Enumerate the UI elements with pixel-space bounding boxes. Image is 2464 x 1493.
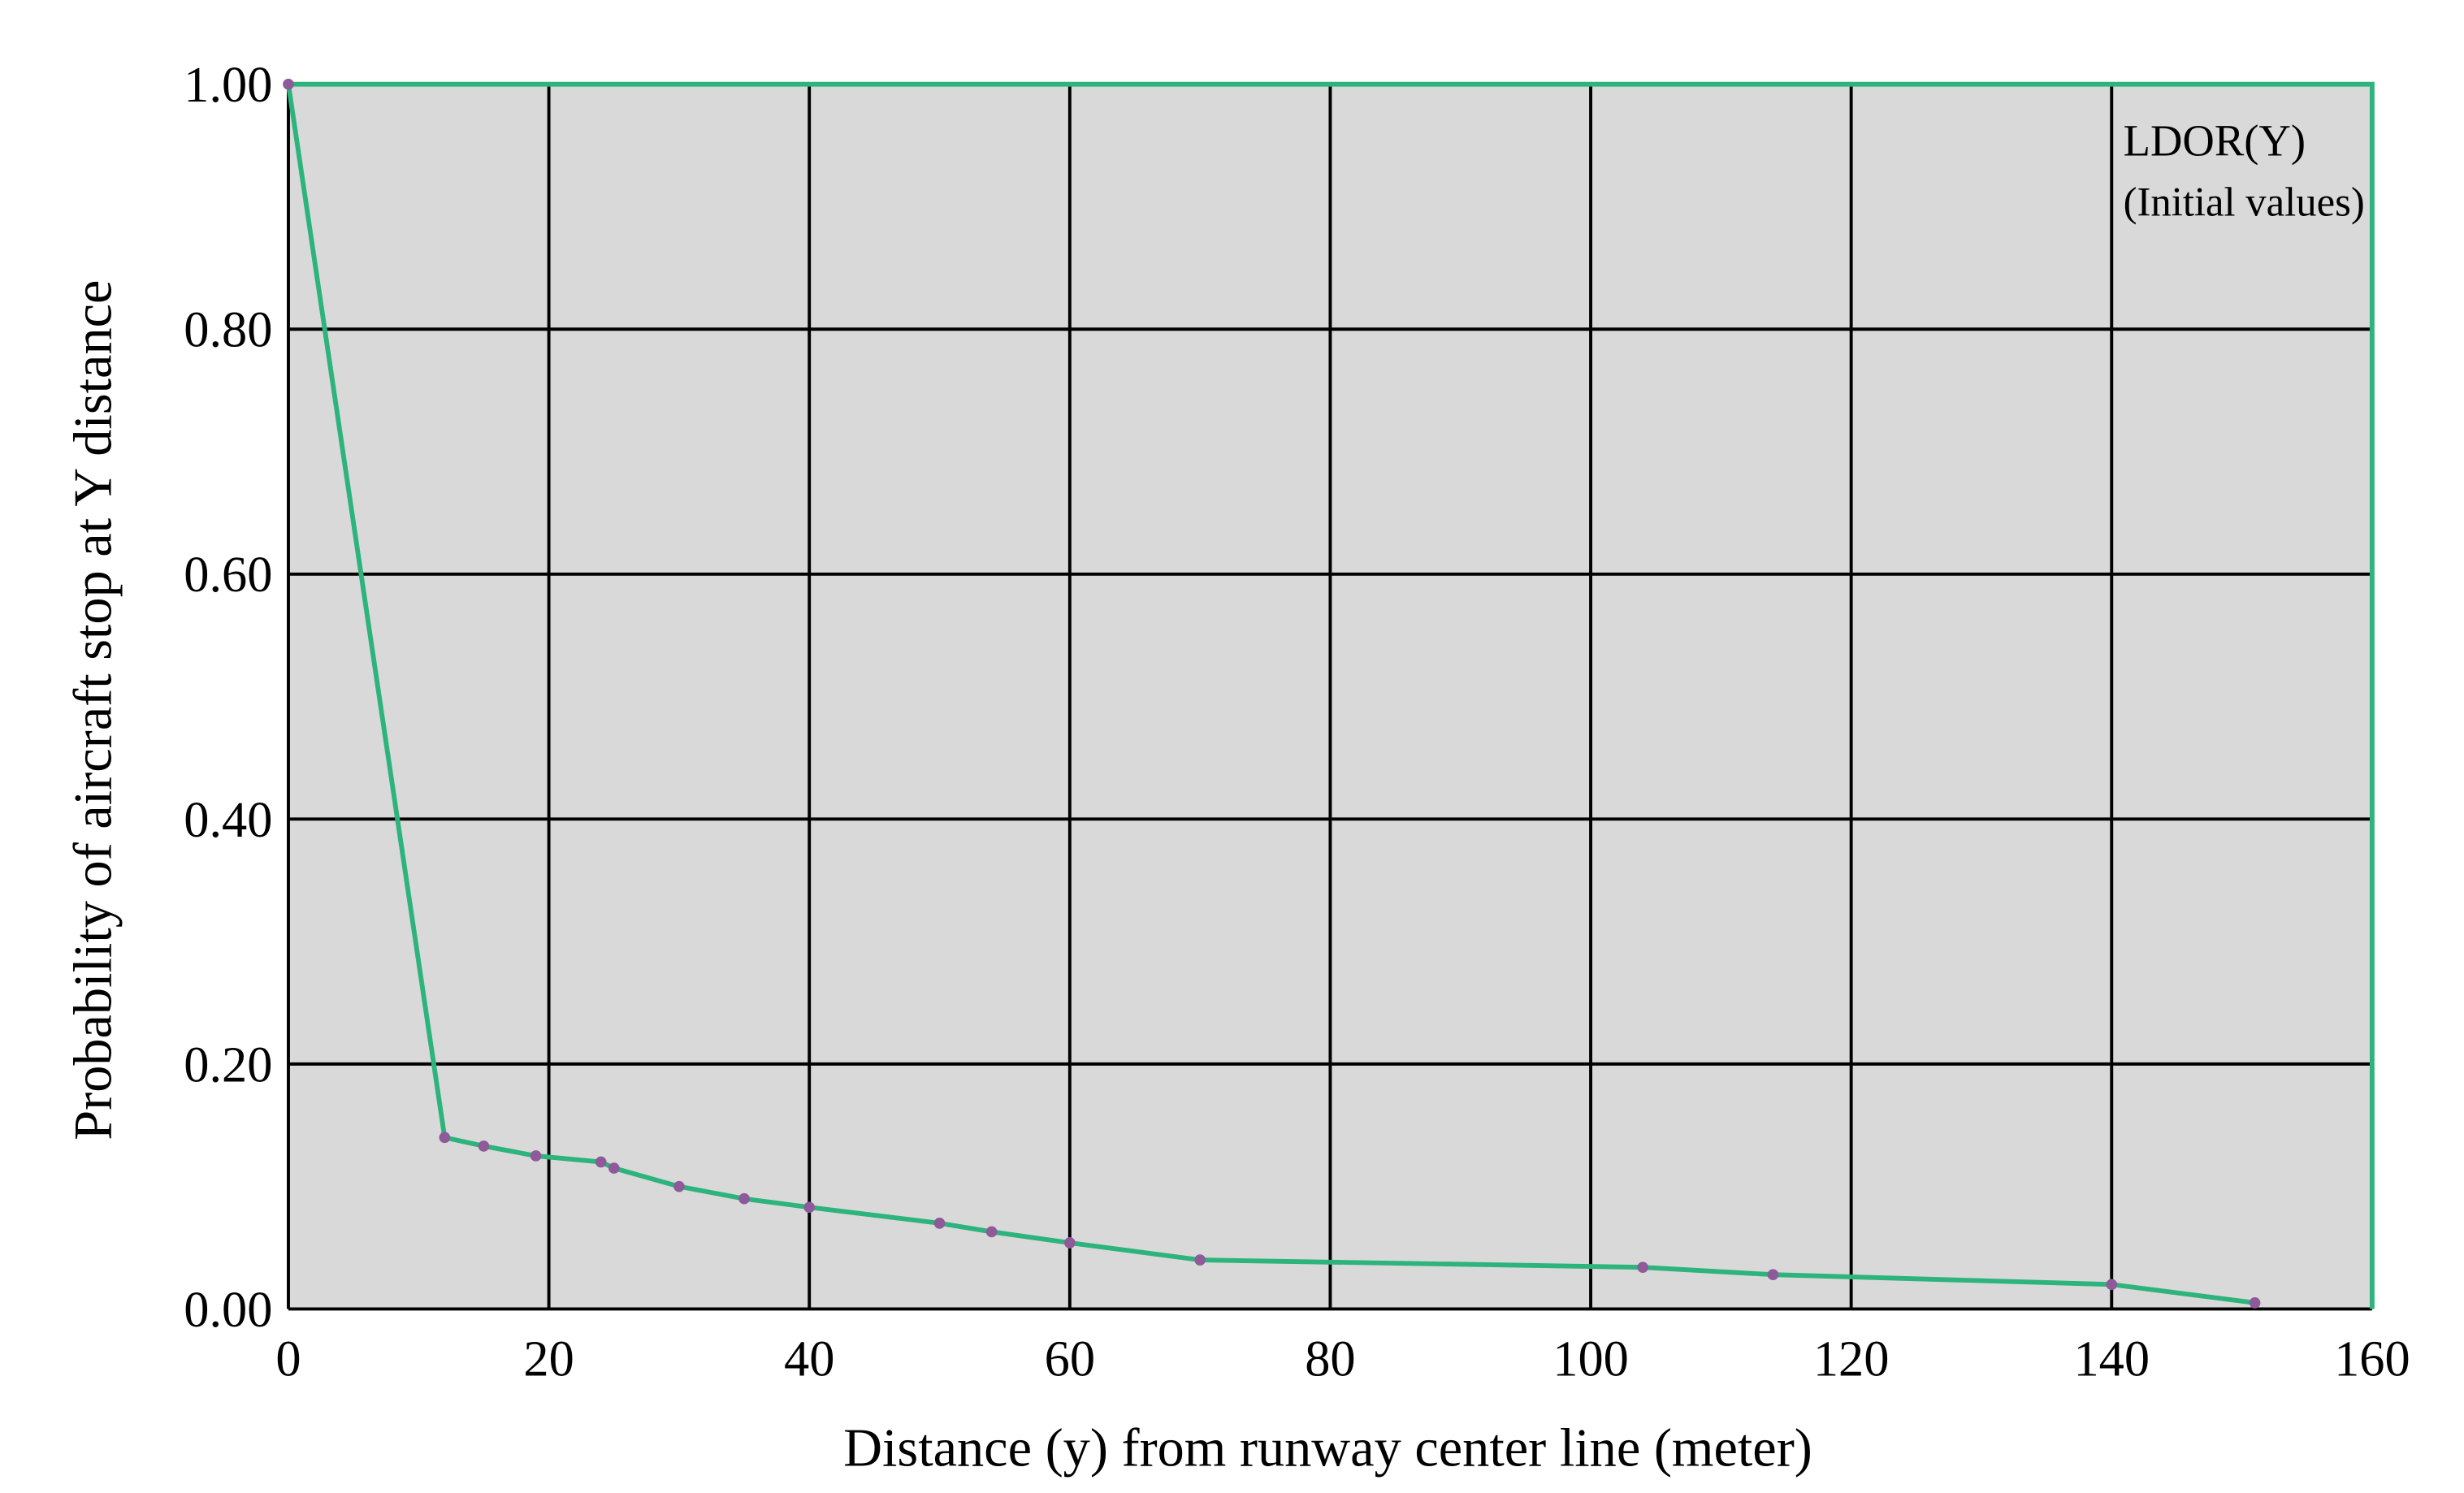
data-point	[1194, 1254, 1206, 1266]
x-tick-label: 160	[2334, 1331, 2410, 1387]
y-axis-label: Probability of aircraft stop at Y distan…	[64, 280, 123, 1140]
data-point	[478, 1140, 490, 1152]
x-tick-label: 80	[1305, 1331, 1355, 1387]
y-tick-label: 0.80	[184, 302, 272, 358]
x-tick-label: 100	[1552, 1331, 1629, 1387]
y-tick-label: 0.40	[184, 792, 272, 848]
data-point	[738, 1192, 750, 1205]
data-point	[803, 1201, 816, 1214]
data-point	[2249, 1297, 2261, 1309]
data-point	[283, 78, 294, 90]
x-tick-label: 40	[784, 1331, 834, 1387]
plot-frame	[288, 81, 2375, 1309]
x-axis-label: Distance (y) from runway center line (me…	[843, 1419, 1812, 1478]
x-tick-label: 20	[523, 1331, 574, 1387]
data-point	[933, 1218, 946, 1229]
y-tick-label: 0.00	[184, 1282, 272, 1338]
data-point	[1637, 1261, 1648, 1273]
data-point	[595, 1156, 607, 1168]
x-tick-label: 120	[1813, 1331, 1890, 1387]
y-tick-label: 0.20	[184, 1036, 272, 1093]
data-point	[1063, 1237, 1076, 1248]
annotation: LDOR(Y)	[2124, 115, 2306, 165]
y-tick-label: 0.60	[184, 547, 272, 603]
data-point	[1767, 1269, 1779, 1281]
y-tick-label: 1.00	[184, 57, 272, 113]
data-point	[439, 1132, 451, 1144]
data-point	[2106, 1279, 2118, 1291]
x-tick-label: 0	[275, 1331, 301, 1387]
data-point	[673, 1180, 685, 1192]
data-point	[608, 1162, 620, 1174]
data-point	[985, 1226, 998, 1238]
annotation: (Initial values)	[2124, 180, 2365, 225]
x-tick-label: 140	[2073, 1331, 2150, 1387]
data-point	[530, 1150, 542, 1162]
x-tick-label: 60	[1045, 1331, 1095, 1387]
